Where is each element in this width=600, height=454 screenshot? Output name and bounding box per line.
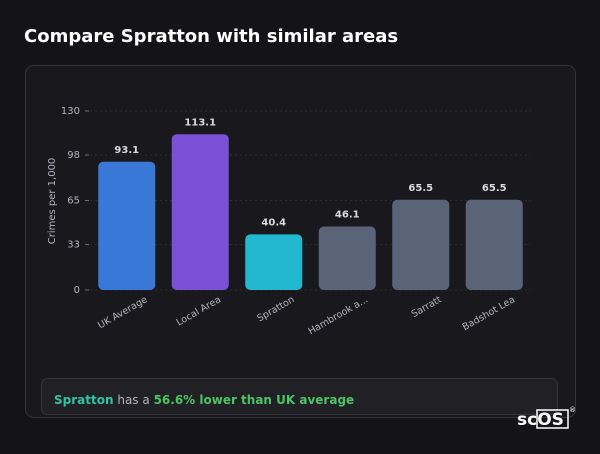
summary-text: has a [117,393,149,407]
y-tick-label: 0 [74,285,80,296]
summary-box [41,378,558,415]
logo-mark: ® [569,406,576,414]
bar [392,199,450,290]
y-tick-label: 65 [67,196,80,207]
bar [171,134,229,290]
value-label: 40.4 [261,217,286,228]
y-tick-label: 33 [67,240,80,251]
bar [318,226,376,290]
y-axis-label: Crimes per 1,000 [47,158,58,245]
bar [245,234,303,290]
y-tick-label: 98 [67,150,80,161]
bar [98,161,156,290]
value-label: 113.1 [184,117,216,128]
value-label: 65.5 [408,183,433,194]
value-label: 46.1 [335,210,360,221]
bar [465,199,523,290]
summary: Spratton has a 56.6% lower than UK avera… [54,393,354,407]
logo: scOS [517,410,564,430]
summary-place: Spratton [54,393,114,407]
value-label: 65.5 [482,183,507,194]
logo-frame [536,409,569,429]
y-tick-label: 130 [61,106,80,117]
heading: Compare Spratton with similar areas [24,26,398,47]
summary-highlight: 56.6% lower than UK average [154,393,355,407]
value-label: 93.1 [114,145,139,156]
